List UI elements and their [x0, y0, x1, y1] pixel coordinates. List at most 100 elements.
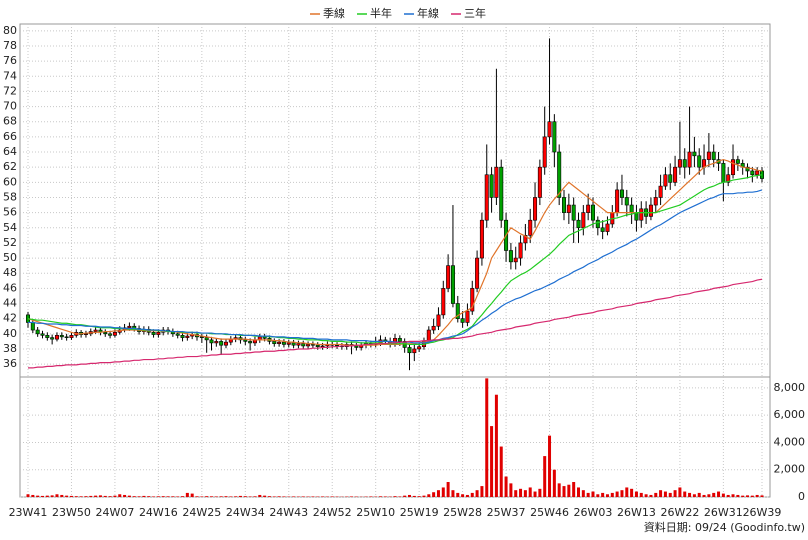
volume-bar — [200, 496, 204, 497]
y-tick-label: 58 — [3, 190, 17, 203]
candle-body — [417, 346, 422, 350]
y-tick-label: 0 — [798, 490, 805, 503]
candle-body — [479, 219, 484, 259]
volume-bar — [171, 496, 175, 497]
candle-body — [663, 174, 668, 187]
volume-bar — [277, 496, 281, 497]
candle-body — [673, 166, 678, 183]
volume-bar — [567, 484, 571, 497]
volume-bar — [610, 492, 614, 497]
candle-body — [127, 325, 132, 329]
volume-bar — [577, 487, 580, 497]
y-tick-label: 44 — [3, 297, 17, 310]
volume-bar — [509, 483, 513, 497]
volume-bar — [267, 496, 271, 497]
volume-bar — [89, 495, 93, 497]
candle-body — [465, 310, 470, 323]
candle-body — [513, 257, 518, 263]
volume-bar — [581, 490, 585, 497]
volume-bar — [417, 496, 421, 497]
volume-bar — [243, 496, 247, 497]
volume-bar — [205, 496, 209, 497]
volume-bar — [746, 495, 750, 497]
y-tick-label: 70 — [3, 100, 17, 113]
volume-bar — [707, 494, 711, 497]
volume-bar — [272, 496, 276, 497]
legend-label: 季線 — [323, 6, 345, 20]
volume-bar — [432, 492, 436, 497]
volume-bar — [446, 482, 450, 497]
volume-bar — [741, 495, 745, 497]
volume-bar — [118, 494, 122, 497]
candle-body — [581, 212, 586, 229]
volume-bar — [427, 494, 431, 497]
volume-bar — [181, 496, 185, 497]
candle-body — [54, 335, 59, 340]
candle-body — [248, 341, 253, 344]
candle-body — [103, 332, 108, 335]
candle-body — [735, 159, 740, 164]
volume-bar — [504, 476, 508, 497]
volume-bar — [31, 494, 35, 497]
volume-bar — [548, 435, 552, 497]
candle-body — [310, 344, 315, 346]
volume-bar — [591, 491, 595, 497]
candle-body — [721, 163, 726, 183]
candle-body — [706, 151, 711, 160]
volume-bar — [523, 490, 527, 497]
y-tick-label: 46 — [3, 281, 17, 294]
volume-bar — [166, 496, 170, 497]
candle-body — [677, 159, 682, 168]
candle-body — [335, 344, 340, 347]
candle-body — [682, 159, 687, 168]
y-tick-label: 64 — [3, 145, 17, 158]
y-tick-label: 72 — [3, 84, 17, 97]
volume-bar — [615, 491, 619, 497]
volume-bar — [499, 446, 503, 497]
candle-body — [175, 333, 180, 336]
volume-bar — [538, 488, 542, 497]
candle-body — [615, 189, 620, 213]
volume-bar — [282, 496, 286, 497]
y-tick-label: 60 — [3, 175, 17, 188]
candle-body — [455, 303, 460, 319]
volume-bar — [514, 490, 518, 497]
volume-bar — [673, 490, 677, 497]
x-tick-label: 26W39 — [743, 506, 782, 519]
candle-body — [508, 250, 513, 263]
volume-bar — [480, 486, 484, 497]
volume-bar — [74, 496, 78, 497]
volume-bar — [176, 496, 180, 497]
y-tick-label: 36 — [3, 357, 17, 370]
candle-body — [436, 314, 441, 327]
y-tick-label: 50 — [3, 251, 17, 264]
volume-bar — [152, 496, 156, 497]
volume-bar — [55, 494, 59, 497]
x-tick-label: 25W19 — [400, 506, 439, 519]
volume-bar — [393, 496, 397, 497]
candle-body — [528, 219, 533, 236]
candle-body — [648, 204, 653, 217]
x-tick-label: 24W34 — [226, 506, 265, 519]
volume-bar — [465, 494, 469, 497]
x-tick-label: 24W07 — [95, 506, 134, 519]
volume-bar — [156, 496, 160, 497]
volume-bar — [422, 495, 426, 497]
candle-body — [697, 155, 702, 168]
volume-bar — [379, 496, 383, 497]
candle-body — [533, 197, 538, 221]
y-tick-label: 54 — [3, 221, 17, 234]
volume-bar — [562, 486, 566, 497]
candle-body — [320, 345, 325, 348]
volume-bar — [234, 496, 238, 497]
price-panel — [19, 23, 771, 378]
y-tick-label: 80 — [3, 24, 17, 37]
candle-body — [523, 235, 528, 244]
volume-bar — [412, 495, 416, 497]
candle-body — [750, 170, 755, 176]
candle-body — [624, 197, 629, 206]
candle-body — [180, 335, 185, 338]
volume-bar — [263, 495, 267, 497]
candle-body — [460, 318, 465, 323]
candle-body — [731, 159, 736, 176]
